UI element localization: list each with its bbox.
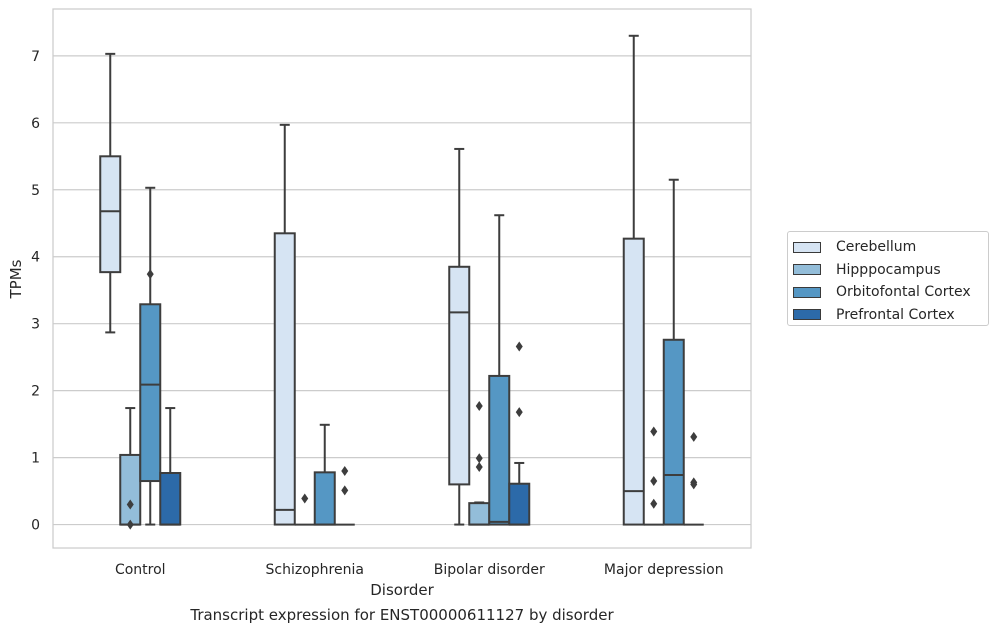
outlier-point xyxy=(126,499,134,510)
box-1-1 xyxy=(294,493,315,526)
legend-swatch-hippocampus xyxy=(793,264,821,276)
legend-item-hippocampus: Hipppocampus xyxy=(793,259,988,282)
y-axis-label: TPMs xyxy=(7,259,25,299)
legend-swatch-prefrontal-cortex xyxy=(793,309,821,321)
plot-frame xyxy=(52,8,752,549)
y-tick-label: 7 xyxy=(31,49,40,65)
x-tick-label: Bipolar disorder xyxy=(434,562,545,578)
box-body xyxy=(99,155,122,274)
y-tick-label: 6 xyxy=(31,116,40,132)
legend-swatch-cerebellum xyxy=(793,241,821,253)
outlier-point xyxy=(690,431,698,442)
box-body xyxy=(508,482,531,526)
legend-item-orbitofrontal-cortex: Orbitofontal Cortex xyxy=(793,281,988,304)
legend-label-cerebellum: Cerebellum xyxy=(836,239,917,256)
legend-label-orbitofrontal-cortex: Orbitofontal Cortex xyxy=(836,284,971,301)
box-0-0 xyxy=(99,52,122,334)
box-0-3 xyxy=(159,407,182,526)
y-tick-label: 0 xyxy=(31,518,40,534)
outlier-point xyxy=(650,498,658,509)
y-tick-label: 3 xyxy=(31,317,40,333)
outlier-point xyxy=(650,476,658,487)
legend-item-prefrontal-cortex: Prefrontal Cortex xyxy=(793,304,988,327)
x-tick-labels: Control Schizophrenia Bipolar disorder Majo… xyxy=(115,562,724,578)
box-body xyxy=(159,472,182,526)
box-0-1 xyxy=(119,407,142,530)
legend-label-hippocampus: Hipppocampus xyxy=(836,261,941,278)
box-1-2 xyxy=(313,423,336,526)
y-tick-label: 5 xyxy=(31,183,40,199)
outlier-point xyxy=(146,269,154,280)
box-3-3 xyxy=(683,431,704,526)
box-3-1 xyxy=(643,426,664,526)
x-tick-label: Major depression xyxy=(604,562,724,578)
box-body xyxy=(448,265,471,486)
y-tick-label: 4 xyxy=(31,250,40,266)
box-2-3 xyxy=(508,341,531,526)
box-body xyxy=(313,471,336,526)
y-tick-label: 1 xyxy=(31,451,40,467)
box-1-3 xyxy=(334,466,355,526)
x-axis-label: Disorder xyxy=(370,581,434,599)
legend-item-cerebellum: Cerebellum xyxy=(793,236,988,259)
box-body xyxy=(488,374,511,526)
outlier-point xyxy=(475,453,483,464)
x-tick-label: Schizophrenia xyxy=(266,562,364,578)
y-tick-label: 2 xyxy=(31,384,40,400)
box-3-2 xyxy=(662,178,685,526)
box-body xyxy=(468,502,491,526)
box-body xyxy=(119,453,142,526)
outlier-point xyxy=(341,485,349,496)
outlier-point xyxy=(301,493,309,504)
legend-swatch-orbitofrontal-cortex xyxy=(793,286,821,298)
box-2-0 xyxy=(448,147,471,526)
box-2-2 xyxy=(488,214,511,526)
x-tick-label: Control xyxy=(115,562,166,578)
boxplots xyxy=(99,34,704,530)
box-3-0 xyxy=(622,34,645,526)
outlier-point xyxy=(475,461,483,472)
outlier-point xyxy=(515,407,523,418)
outlier-point xyxy=(341,466,349,476)
outlier-point xyxy=(515,341,523,352)
chart-caption: Transcript expression for ENST0000061112… xyxy=(190,606,614,624)
box-body xyxy=(662,338,685,526)
box-body xyxy=(622,237,645,526)
legend: Cerebellum Hipppocampus Orbitofontal Cor… xyxy=(787,231,989,326)
box-2-1 xyxy=(468,401,491,526)
outlier-point xyxy=(475,401,483,412)
outlier-point xyxy=(690,479,698,490)
box-body xyxy=(273,232,296,526)
box-1-0 xyxy=(273,123,296,526)
legend-label-prefrontal-cortex: Prefrontal Cortex xyxy=(836,306,955,323)
outlier-point xyxy=(126,519,134,530)
y-tick-labels: 0 1 2 3 4 5 6 7 xyxy=(31,49,40,534)
outlier-point xyxy=(650,426,658,437)
box-0-2 xyxy=(139,186,162,526)
box-body xyxy=(139,303,162,483)
